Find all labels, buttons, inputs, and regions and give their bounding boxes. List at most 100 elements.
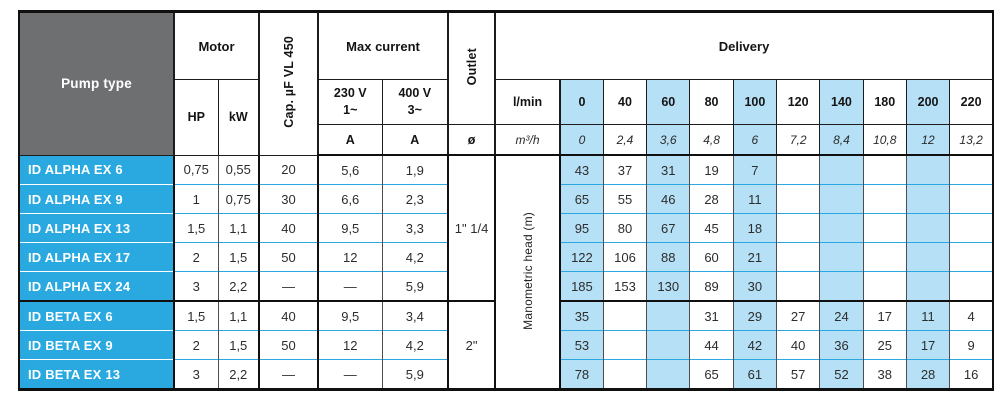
head-value (646, 300, 690, 331)
head-value: 57 (776, 359, 820, 390)
head-value: 55 (602, 184, 647, 214)
head-value: 130 (646, 271, 690, 301)
head-value (949, 242, 993, 272)
lmin-value: 40 (602, 79, 648, 125)
pump-name: ID ALPHA EX 13 (19, 213, 174, 243)
hp-value: 2 (173, 330, 218, 360)
head-value: 28 (905, 359, 950, 390)
outlet-header: Outlet (447, 11, 496, 125)
lmin-value: 220 (949, 79, 994, 125)
head-value: 42 (732, 330, 777, 360)
outlet-size: 1" 1/4 (447, 155, 496, 301)
lmin-value: 180 (862, 79, 907, 125)
pump-name: ID ALPHA EX 6 (19, 155, 174, 185)
head-value (949, 184, 993, 214)
head-value: 28 (689, 184, 734, 214)
head-value (602, 330, 647, 360)
voltage-230-header: 230 V 1~ (317, 79, 383, 125)
current-400v-value: 3,4 (381, 300, 449, 331)
capacitor-header: Cap. µF VL 450 (258, 11, 319, 156)
head-value (776, 184, 820, 214)
head-value: 44 (689, 330, 734, 360)
head-value (602, 300, 647, 331)
header-row-lmin: HP kW 230 V 1~ 400 V 3~ l/min 0 40 60 80 100… (19, 79, 994, 156)
diameter-label: ø (447, 124, 496, 156)
head-value (949, 155, 993, 185)
head-value (776, 271, 820, 301)
hp-value: 1,5 (173, 300, 218, 331)
voltage-230-line1: 230 V (333, 86, 367, 101)
table-row: ID BETA EX 13 3 2,2— —5,9 78 65 61 57 52 38 28 16 (19, 359, 993, 390)
current-400v-value: 4,2 (381, 242, 449, 272)
head-value: 88 (646, 242, 690, 272)
capacitor-value: — (258, 271, 319, 301)
voltage-400-line2: 3~ (407, 103, 422, 117)
capacitor-value: 50 (258, 242, 319, 272)
motor-header: Motor (172, 11, 260, 80)
head-value (905, 155, 950, 185)
pump-name: ID BETA EX 6 (19, 300, 174, 331)
head-value (862, 271, 907, 301)
m3h-value: 3,6 (646, 124, 691, 156)
head-value (819, 242, 864, 272)
current-230v-value: — (317, 271, 383, 301)
table-row: ID ALPHA EX 13 1,5 1,1 40 9,5 3,3 95 80 67 45 18 (19, 213, 993, 243)
lmin-value: 100 (732, 79, 778, 125)
head-value: 18 (732, 213, 777, 243)
head-value (819, 271, 864, 301)
head-value: 106 (602, 242, 647, 272)
head-value: 27 (776, 300, 820, 331)
kw-value: 2,2 (217, 271, 260, 301)
head-value: 9 (949, 330, 993, 360)
voltage-400-header: 400 V 3~ (381, 79, 449, 125)
hp-value: 0,75 (173, 155, 218, 185)
hp-header: HP (173, 79, 219, 156)
current-230v-value: — (317, 359, 383, 390)
header-row-1: Pump type Motor Cap. µF VL 450 Max curre… (19, 11, 994, 156)
manometric-head-cell: Manometric head (m) (494, 155, 561, 390)
head-value (949, 271, 993, 301)
voltage-400-line1: 400 V (398, 86, 432, 101)
table-row: ID ALPHA EX 9 1 0,75 30 6,6 2,3 65 55 46 28 11 (19, 184, 993, 214)
kw-value: 1,1 (217, 300, 260, 331)
lmin-value: 140 (819, 79, 864, 125)
current-230v-value: 6,6 (317, 184, 383, 214)
pump-name: ID BETA EX 9 (19, 330, 174, 360)
pump-spec-table: Pump type Motor Cap. µF VL 450 Max curre… (18, 10, 994, 391)
head-value (862, 213, 907, 243)
head-value: 60 (689, 242, 734, 272)
table-row: ID BETA EX 6 1,5 1,1 40 9,5 3,4 2" 35 31 29 27 24 17… (19, 300, 993, 390)
kw-value: 2,2 (217, 359, 260, 390)
head-value: 24 (819, 300, 864, 331)
m3h-value: 4,8 (689, 124, 734, 156)
head-value: 29 (732, 300, 777, 331)
head-value: 65 (689, 359, 734, 390)
head-value: 46 (646, 184, 690, 214)
head-value: 16 (949, 359, 993, 390)
head-value: 31 (646, 155, 690, 185)
head-value: 11 (732, 184, 777, 214)
head-value (905, 184, 950, 214)
pump-name: ID ALPHA EX 17 (19, 242, 174, 272)
head-value: 53 (559, 330, 604, 360)
head-value: 40 (776, 330, 820, 360)
head-value: 7 (732, 155, 777, 185)
current-230v-value: 5,6 (317, 155, 383, 185)
table-row: ID BETA EX 9 2 1,5 50 12 4,2 53 44 42 40 36 25 17 9 (19, 330, 993, 360)
head-value (905, 271, 950, 301)
current-400v-value: 1,9 (381, 155, 449, 185)
kw-value: 1,1 (217, 213, 260, 243)
head-value (646, 330, 690, 360)
m3h-value: 12 (905, 124, 951, 156)
capacitor-header-label: Cap. µF VL 450 (281, 36, 296, 129)
head-value (776, 155, 820, 185)
pump-name: ID ALPHA EX 24 (19, 271, 174, 301)
head-value: 35 (559, 300, 604, 331)
pump-name: ID ALPHA EX 9 (19, 184, 174, 214)
manometric-head-label: Manometric head (m) (520, 211, 535, 330)
current-400v-value: 5,9 (381, 359, 449, 390)
head-value: 11 (905, 300, 950, 331)
head-value: 78 (559, 359, 604, 390)
head-value: 67 (646, 213, 690, 243)
head-value: 95 (559, 213, 604, 243)
